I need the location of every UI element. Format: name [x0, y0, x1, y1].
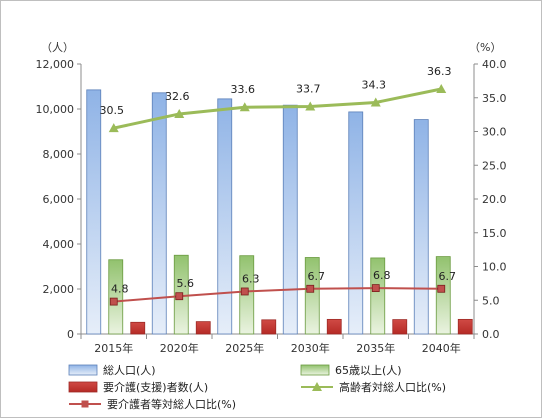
- left-tick-label: 12,000: [36, 58, 75, 71]
- bar-3: [130, 321, 146, 335]
- bar-1: [217, 98, 233, 335]
- data-label: 32.6: [165, 90, 190, 103]
- bar-3: [392, 319, 408, 335]
- right-tick-label: 25.0: [482, 159, 507, 172]
- bar-1: [282, 104, 298, 335]
- bar-2: [304, 257, 320, 335]
- left-tick-label: 8,000: [43, 148, 75, 161]
- triangle-marker: [108, 123, 119, 133]
- bar-2: [370, 257, 386, 335]
- right-tick-label: 30.0: [482, 126, 507, 139]
- right-tick-label: 0.0: [482, 328, 500, 341]
- legend-care-ratio-swatch-marker: [81, 400, 89, 408]
- bar-2: [435, 256, 451, 335]
- data-label: 6.8: [373, 269, 391, 282]
- data-label: 5.6: [177, 277, 195, 290]
- right-axis-unit: （%）: [469, 41, 501, 54]
- legend-total-pop-swatch: [68, 364, 98, 376]
- left-tick-label: 0: [67, 328, 74, 341]
- square-marker: [240, 287, 249, 296]
- bar-3: [457, 318, 473, 335]
- legend-care-ratio-label: 要介護者等対総人口比(%): [107, 397, 236, 411]
- right-tick-label: 40.0: [482, 58, 507, 71]
- square-marker: [437, 284, 446, 293]
- legend-care-count-label: 要介護(支援)者数(人): [103, 380, 208, 394]
- right-tick-label: 10.0: [482, 261, 507, 274]
- left-tick-label: 2,000: [43, 283, 75, 296]
- square-marker: [371, 284, 380, 293]
- triangle-marker: [305, 101, 316, 111]
- x-tick-label: 2020年: [160, 341, 199, 355]
- legend-65-plus-label: 65歳以上(人): [335, 364, 402, 377]
- bar-1: [348, 111, 364, 335]
- left-tick-label: 6,000: [43, 193, 75, 206]
- triangle-marker: [239, 102, 250, 112]
- legend-elderly-ratio-swatch-marker: [312, 382, 322, 391]
- x-tick-label: 2015年: [94, 341, 133, 355]
- line-series-1: [113, 87, 442, 130]
- x-tick-label: 2025年: [225, 341, 264, 355]
- square-marker: [175, 292, 184, 301]
- left-tick-label: 10,000: [36, 103, 75, 116]
- data-label: 6.7: [308, 270, 326, 283]
- left-tick-label: 4,000: [43, 238, 75, 251]
- x-tick-label: 2035年: [356, 341, 395, 355]
- square-marker: [109, 297, 118, 306]
- bar-1: [151, 92, 167, 335]
- right-tick-label: 35.0: [482, 92, 507, 105]
- data-label: 34.3: [362, 78, 387, 91]
- data-label: 36.3: [427, 65, 452, 78]
- line-series-2: [113, 287, 442, 303]
- data-label: 6.7: [439, 270, 457, 283]
- bar-2: [108, 259, 124, 335]
- right-tick-label: 20.0: [482, 193, 507, 206]
- data-label: 30.5: [100, 104, 125, 117]
- square-marker: [306, 284, 315, 293]
- bar-3: [261, 319, 277, 335]
- right-tick-label: 5.0: [482, 294, 500, 307]
- bar-1: [413, 119, 429, 335]
- bar-3: [326, 318, 342, 335]
- bar-1: [86, 89, 102, 335]
- triangle-marker: [436, 83, 447, 93]
- bar-3: [195, 321, 211, 335]
- triangle-marker: [174, 108, 185, 118]
- data-label: 33.6: [231, 83, 256, 96]
- x-tick-label: 2040年: [422, 341, 461, 355]
- triangle-marker: [370, 97, 381, 107]
- legend-65-plus-swatch: [300, 364, 330, 376]
- data-label: 33.7: [296, 83, 321, 96]
- legend-care-count-swatch: [68, 381, 98, 393]
- data-label: 4.8: [111, 283, 129, 296]
- legend-total-pop-label: 総人口(人): [103, 363, 156, 377]
- left-axis-unit: （人）: [41, 41, 74, 54]
- right-tick-label: 15.0: [482, 227, 507, 240]
- data-label: 6.3: [242, 272, 260, 285]
- x-tick-label: 2030年: [291, 341, 330, 355]
- legend-elderly-ratio-label: 高齢者対総人口比(%): [339, 380, 446, 394]
